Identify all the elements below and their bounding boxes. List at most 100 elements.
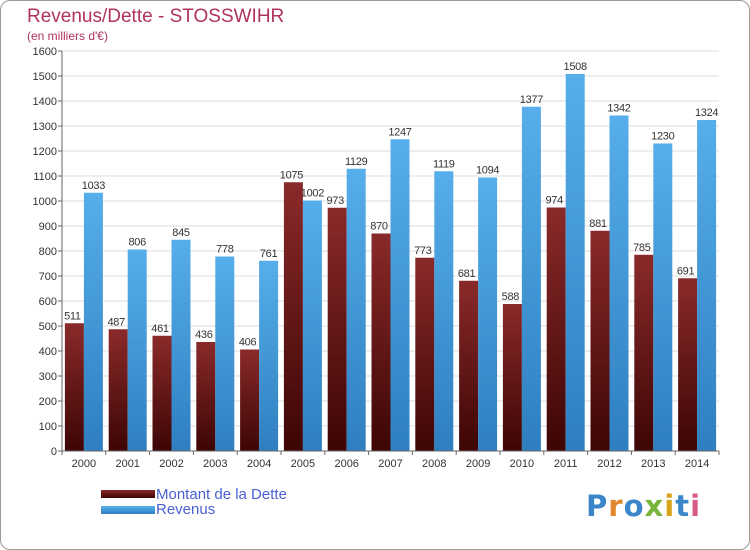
bar-debt — [152, 335, 172, 451]
y-tick-label: 1400 — [33, 96, 57, 108]
logo-letter: i — [664, 489, 676, 523]
data-label-debt: 1075 — [280, 169, 303, 181]
bar-revenue — [565, 74, 585, 451]
bar-debt — [64, 323, 84, 451]
x-tick-label: 2004 — [247, 458, 271, 470]
y-tick-label: 0 — [51, 446, 57, 458]
y-tick-label: 800 — [39, 246, 57, 258]
bar-revenue — [171, 239, 191, 451]
data-label-debt: 681 — [458, 268, 476, 280]
bar-revenue — [609, 115, 629, 451]
bar-debt — [634, 254, 654, 451]
y-tick-label: 1300 — [33, 121, 57, 133]
x-tick-label: 2010 — [510, 458, 534, 470]
logo-letter: P — [586, 489, 609, 523]
data-label-revenue: 1324 — [695, 107, 718, 119]
bar-revenue — [697, 120, 717, 451]
data-label-revenue: 1508 — [564, 61, 587, 73]
y-tick-label: 100 — [39, 421, 57, 433]
data-label-revenue: 1094 — [476, 165, 499, 177]
data-label-debt: 974 — [545, 195, 563, 207]
x-tick-label: 2007 — [378, 458, 402, 470]
x-tick-label: 2011 — [554, 458, 578, 470]
bar-debt — [371, 233, 391, 451]
chart-subtitle: (en milliers d'€) — [27, 29, 108, 43]
bar-revenue — [346, 168, 366, 451]
bar-revenue — [653, 143, 673, 451]
data-label-debt: 461 — [151, 323, 169, 335]
legend-swatch-debt — [101, 490, 155, 498]
logo-letter: t — [675, 489, 691, 523]
data-label-revenue: 806 — [128, 237, 146, 249]
data-label-revenue: 1247 — [388, 126, 411, 138]
data-label-revenue: 761 — [260, 248, 278, 260]
logo-letter: o — [623, 489, 645, 523]
proxiti-logo: Proxiti — [586, 489, 701, 523]
data-label-debt: 436 — [195, 329, 213, 341]
x-tick-label: 2014 — [685, 458, 709, 470]
x-tick-label: 2003 — [203, 458, 227, 470]
legend-label-debt: Montant de la Dette — [156, 486, 287, 503]
y-tick-label: 1600 — [33, 46, 57, 58]
data-label-debt: 691 — [677, 265, 695, 277]
bar-revenue — [390, 139, 410, 451]
bar-debt — [196, 342, 216, 451]
x-tick-label: 2012 — [597, 458, 621, 470]
bar-debt — [546, 207, 566, 451]
data-label-debt: 773 — [414, 245, 432, 257]
data-label-debt: 406 — [239, 337, 257, 349]
x-tick-label: 2006 — [334, 458, 358, 470]
bar-revenue — [434, 171, 454, 451]
data-label-revenue: 778 — [216, 244, 234, 256]
data-label-debt: 588 — [502, 291, 520, 303]
y-tick-label: 1000 — [33, 196, 57, 208]
chart-title: Revenus/Dette - STOSSWIHR — [27, 6, 285, 27]
bar-revenue — [259, 260, 279, 451]
bar-debt — [590, 230, 610, 451]
bar-revenue — [83, 192, 103, 451]
y-tick-label: 500 — [39, 321, 57, 333]
x-tick-label: 2013 — [641, 458, 665, 470]
legend-label-revenue: Revenus — [156, 501, 216, 518]
bar-debt — [502, 304, 522, 451]
bar-debt — [240, 349, 260, 451]
data-label-revenue: 1119 — [433, 158, 455, 170]
data-label-debt: 785 — [633, 242, 651, 254]
bar-debt — [415, 257, 435, 451]
y-tick-label: 400 — [39, 346, 57, 358]
bar-debt — [678, 278, 698, 451]
data-label-revenue: 1002 — [301, 188, 324, 200]
bar-revenue — [127, 249, 147, 451]
y-tick-label: 1100 — [33, 171, 57, 183]
y-tick-label: 200 — [39, 396, 57, 408]
bar-revenue — [302, 200, 322, 451]
logo-letter: r — [608, 489, 624, 523]
logo-letter: i — [690, 489, 702, 523]
x-tick-label: 2000 — [72, 458, 96, 470]
bar-revenue — [215, 256, 235, 451]
y-tick-label: 1500 — [33, 71, 57, 83]
y-tick-label: 700 — [39, 271, 57, 283]
y-tick-label: 1200 — [33, 146, 57, 158]
data-label-revenue: 1377 — [520, 94, 543, 106]
x-tick-label: 2002 — [159, 458, 183, 470]
bar-debt — [327, 207, 347, 451]
data-label-revenue: 845 — [172, 227, 190, 239]
data-label-debt: 973 — [326, 195, 344, 207]
x-tick-label: 2009 — [466, 458, 490, 470]
bar-debt — [108, 329, 128, 451]
x-tick-label: 2008 — [422, 458, 446, 470]
data-label-debt: 881 — [589, 218, 607, 230]
legend-swatch-revenue — [101, 506, 155, 514]
bar-debt — [283, 182, 303, 451]
y-tick-label: 600 — [39, 296, 57, 308]
x-tick-label: 2005 — [291, 458, 315, 470]
y-tick-label: 300 — [39, 371, 57, 383]
x-tick-label: 2001 — [115, 458, 139, 470]
logo-letter: x — [644, 489, 665, 523]
data-label-revenue: 1129 — [345, 156, 368, 168]
bar-debt — [459, 280, 479, 451]
data-label-revenue: 1342 — [607, 103, 630, 115]
